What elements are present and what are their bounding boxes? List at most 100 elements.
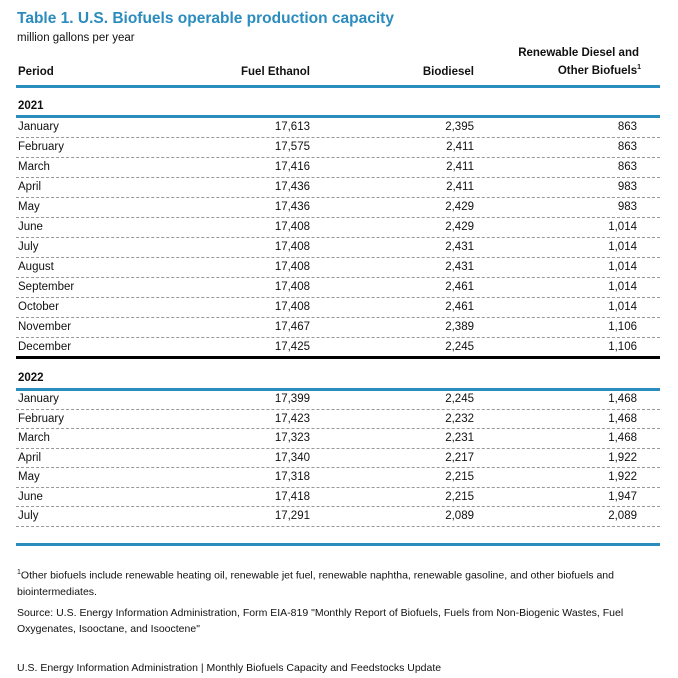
page-footer: U.S. Energy Information Administration |… [17,662,442,674]
cell-ethanol: 17,423 [274,412,310,425]
cell-ethanol: 17,399 [274,393,310,405]
cell-renewable: 1,014 [608,261,637,273]
cell-ethanol: 17,408 [274,261,310,273]
cell-renewable: 2,089 [608,510,637,522]
table-row: September 17,408 2,461 1,014 [16,278,660,298]
cell-renewable: 983 [617,181,637,193]
cell-renewable: 1,468 [608,432,637,444]
year-divider [16,388,660,391]
cell-biodiesel: 2,089 [445,510,474,522]
cell-period: November [18,321,72,333]
table-bottom-divider [16,543,660,546]
cell-biodiesel: 2,411 [446,141,474,153]
cell-renewable: 1,468 [608,412,637,425]
cell-ethanol: 17,575 [274,141,310,153]
source-note: Source: U.S. Energy Information Administ… [17,607,624,635]
cell-ethanol: 17,467 [274,321,310,333]
cell-biodiesel: 2,431 [445,261,474,273]
cell-biodiesel: 2,411 [446,181,474,193]
cell-biodiesel: 2,245 [445,393,474,405]
header-ethanol: Fuel Ethanol [241,66,310,78]
header-biodiesel: Biodiesel [422,66,474,78]
cell-period: August [18,261,54,273]
cell-biodiesel: 2,389 [445,321,474,333]
cell-period: January [18,121,59,133]
cell-ethanol: 17,318 [274,471,310,483]
units-label: million gallons per year [17,32,135,44]
cell-renewable: 1,014 [608,241,637,253]
cell-ethanol: 17,323 [274,432,310,444]
cell-biodiesel: 2,429 [445,201,474,213]
cell-ethanol: 17,408 [274,241,310,253]
table-row: June 17,408 2,429 1,014 [16,218,660,238]
footnote: 1Other biofuels include renewable heatin… [17,569,614,598]
year-label: 2022 [18,372,44,384]
table-row: April 17,436 2,411 983 [16,178,660,198]
cell-biodiesel: 2,217 [445,451,474,464]
table-row: July 17,291 2,089 2,089 [16,507,660,527]
table-row: June 17,418 2,215 1,947 [16,488,660,507]
cell-period: March [18,432,50,444]
cell-ethanol: 17,291 [274,510,310,522]
cell-renewable: 1,014 [608,221,637,233]
cell-biodiesel: 2,461 [445,301,474,313]
cell-renewable: 863 [617,161,637,173]
cell-renewable: 1,468 [608,393,637,405]
table-row: July 17,408 2,431 1,014 [16,238,660,258]
cell-renewable: 1,922 [608,471,637,483]
cell-biodiesel: 2,215 [445,490,474,503]
cell-renewable: 1,106 [608,321,637,333]
header-renewable-line2: Other Biofuels1 [557,64,641,77]
table-row: March 17,416 2,411 863 [16,158,660,178]
cell-period: July [18,510,39,522]
cell-period: April [18,451,42,464]
year-label: 2021 [18,100,44,112]
cell-period: July [18,241,39,253]
cell-biodiesel: 2,231 [445,432,474,444]
cell-biodiesel: 2,411 [446,161,474,173]
header-renewable-line1: Renewable Diesel and [518,47,639,59]
cell-period: May [18,471,40,483]
year-divider [16,115,660,118]
cell-biodiesel: 2,245 [445,341,474,353]
cell-period: June [18,221,43,233]
table-row: February 17,423 2,232 1,468 [16,410,660,429]
table-row: December 17,425 2,245 1,106 [16,338,660,358]
cell-period: February [18,412,65,425]
cell-biodiesel: 2,232 [445,412,474,425]
table-row: May 17,318 2,215 1,922 [16,468,660,488]
table-row: April 17,340 2,217 1,922 [16,449,660,468]
cell-ethanol: 17,418 [274,490,310,503]
header-divider [16,85,660,88]
cell-renewable: 1,106 [608,341,637,353]
cell-ethanol: 17,408 [274,281,310,293]
cell-renewable: 1,014 [608,301,637,313]
cell-biodiesel: 2,431 [445,241,474,253]
table-row: March 17,323 2,231 1,468 [16,429,660,449]
cell-ethanol: 17,613 [274,121,310,133]
table-row: August 17,408 2,431 1,014 [16,258,660,278]
cell-ethanol: 17,408 [274,301,310,313]
cell-ethanol: 17,416 [274,161,310,173]
cell-period: January [18,393,59,405]
cell-renewable: 863 [617,121,637,133]
cell-period: April [18,181,42,193]
cell-biodiesel: 2,461 [445,281,474,293]
cell-period: February [18,141,65,153]
cell-ethanol: 17,425 [274,341,310,353]
cell-ethanol: 17,340 [274,451,310,464]
cell-period: December [18,341,72,353]
cell-renewable: 1,014 [608,281,637,293]
table-row: January 17,613 2,395 863 [16,118,660,138]
year-end-divider [16,356,660,359]
cell-period: March [18,161,50,173]
cell-biodiesel: 2,395 [445,121,474,133]
table-row: November 17,467 2,389 1,106 [16,318,660,338]
cell-biodiesel: 2,215 [445,471,474,483]
cell-period: June [18,490,43,503]
cell-period: May [18,201,40,213]
cell-period: October [18,301,59,313]
table-row: October 17,408 2,461 1,014 [16,298,660,318]
cell-renewable: 1,947 [608,490,637,503]
cell-ethanol: 17,436 [274,181,310,193]
